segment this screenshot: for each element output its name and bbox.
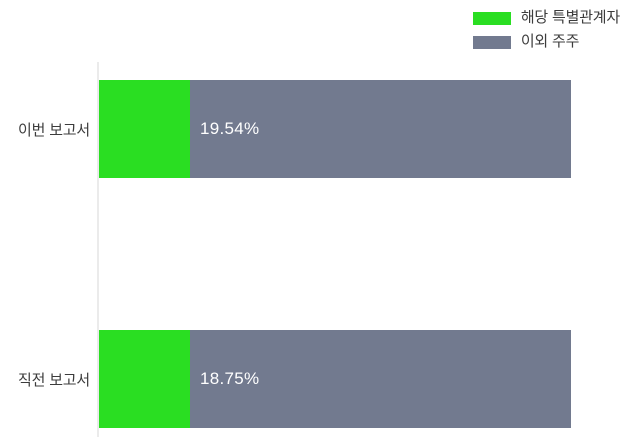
- legend-swatch-secondary: [472, 35, 511, 49]
- bar-segment-secondary[interactable]: 19.54%: [190, 80, 571, 178]
- y-axis-line: [97, 62, 99, 437]
- legend-label-primary: 해당 특별관계자: [520, 9, 620, 26]
- bar-row-previous-report: 18.75%: [99, 330, 571, 428]
- legend-label-secondary: 이외 주주: [520, 33, 580, 50]
- legend-item-secondary[interactable]: 이외 주주: [472, 33, 580, 51]
- bar-value-label: 19.54%: [200, 119, 260, 138]
- bar-segment-primary[interactable]: [99, 80, 190, 178]
- bar-segment-secondary[interactable]: 18.75%: [190, 330, 571, 428]
- legend-item-primary[interactable]: 해당 특별관계자: [472, 9, 620, 27]
- category-label-this-report: 이번 보고서: [18, 121, 90, 139]
- bar-value-label: 18.75%: [200, 369, 260, 388]
- category-label-previous-report: 직전 보고서: [18, 371, 90, 389]
- bar-row-this-report: 19.54%: [99, 80, 571, 178]
- legend-swatch-primary: [472, 11, 511, 25]
- bar-segment-primary[interactable]: [99, 330, 190, 428]
- chart-legend: 해당 특별관계자 이외 주주: [472, 9, 620, 51]
